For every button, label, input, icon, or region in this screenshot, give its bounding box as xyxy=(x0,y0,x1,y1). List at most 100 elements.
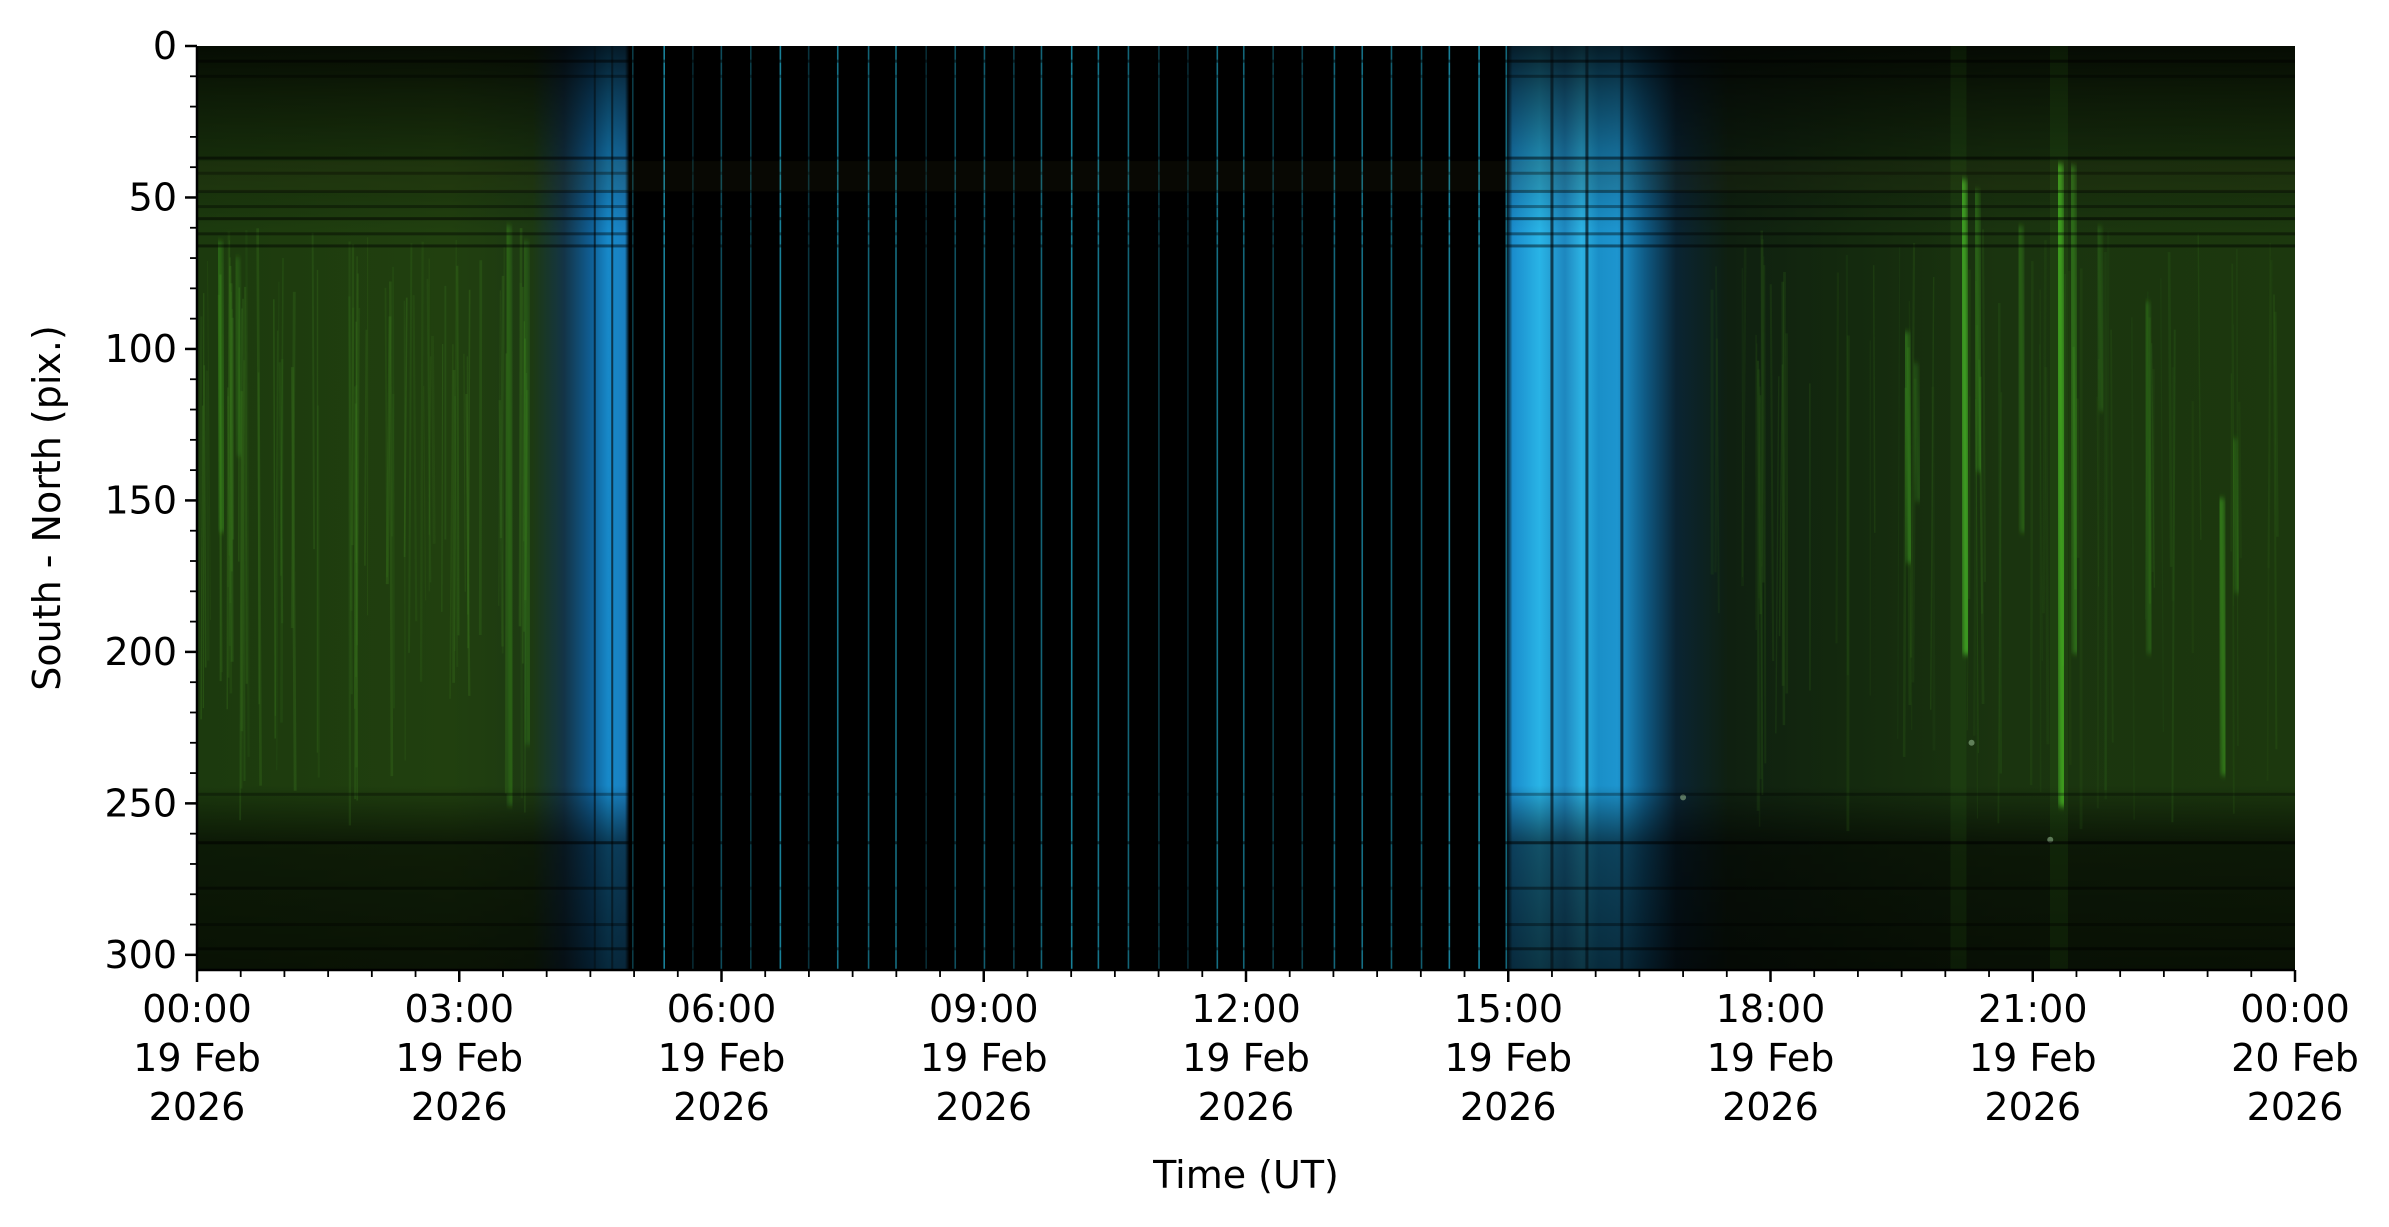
x-tick-label: 18:00 xyxy=(1716,987,1826,1031)
x-tick-label: 19 Feb xyxy=(658,1036,786,1080)
texture-streak xyxy=(518,228,523,627)
texture-streak xyxy=(227,396,232,604)
texture-streak xyxy=(1755,343,1761,827)
texture-streak xyxy=(2068,270,2072,765)
texture-streak xyxy=(2167,252,2173,567)
horizontal-band-light xyxy=(197,161,2295,192)
texture-streak xyxy=(2039,344,2043,661)
texture-streak xyxy=(227,231,233,694)
texture-streak xyxy=(229,266,233,572)
aurora-streak xyxy=(2017,225,2027,534)
y-axis: 0 50 100 150 200 250 300 xyxy=(104,24,197,977)
texture-streak xyxy=(356,307,361,646)
texture-streak xyxy=(280,359,284,723)
texture-streak xyxy=(428,356,432,535)
x-tick-label: 19 Feb xyxy=(1707,1036,1835,1080)
texture-streak xyxy=(385,316,392,585)
horizontal-band xyxy=(197,886,2295,890)
twilight-gap xyxy=(593,46,596,970)
texture-streak xyxy=(228,291,233,556)
x-axis-label: Time (UT) xyxy=(1152,1153,1339,1197)
texture-streak xyxy=(467,289,471,649)
y-tick-label: 300 xyxy=(104,933,177,977)
texture-streak xyxy=(242,298,246,781)
texture-streak xyxy=(2231,263,2235,814)
x-tick-label: 2026 xyxy=(1722,1085,1819,1129)
texture-streak xyxy=(229,283,234,662)
twilight-gap xyxy=(611,46,614,970)
texture-streak xyxy=(454,395,459,668)
horizontal-band xyxy=(197,923,2295,927)
texture-streak xyxy=(2110,329,2114,743)
x-tick-label: 00:00 xyxy=(2240,987,2350,1031)
texture-streak xyxy=(2236,249,2239,746)
texture-streak xyxy=(403,297,408,558)
x-tick-label: 2026 xyxy=(2247,1085,2344,1129)
texture-streak xyxy=(203,365,207,668)
texture-streak xyxy=(1972,325,1978,736)
texture-streak xyxy=(226,387,229,710)
texture-streak xyxy=(363,329,368,566)
texture-streak xyxy=(2273,311,2279,537)
texture-streak xyxy=(1975,399,1979,754)
texture-streak xyxy=(355,273,359,768)
x-tick-label: 12:00 xyxy=(1191,987,1301,1031)
keogram-image xyxy=(197,46,2295,970)
x-tick-label: 2026 xyxy=(935,1085,1032,1129)
x-tick-label: 15:00 xyxy=(1453,987,1563,1031)
texture-streak xyxy=(1872,265,1876,533)
texture-streak xyxy=(1845,254,1849,676)
texture-streak xyxy=(355,256,358,678)
x-tick-label: 2026 xyxy=(1460,1085,1557,1129)
aurora-streak xyxy=(504,224,515,807)
horizontal-band xyxy=(197,244,2295,248)
aurora-streak xyxy=(522,240,532,746)
texture-streak xyxy=(1775,376,1780,734)
texture-streak xyxy=(354,403,357,800)
x-tick-label: 2026 xyxy=(1984,1085,2081,1129)
aurora-streak xyxy=(234,256,242,457)
x-tick-label: 09:00 xyxy=(929,987,1039,1031)
aurora-streak xyxy=(2054,163,2067,808)
texture-streak xyxy=(1759,395,1764,796)
x-tick-label: 00:00 xyxy=(142,987,252,1031)
texture-streak xyxy=(498,400,504,647)
texture-streak xyxy=(273,299,276,739)
texture-streak xyxy=(2151,369,2155,572)
texture-streak xyxy=(1781,271,1786,686)
horizontal-band xyxy=(197,205,2295,209)
texture-streak xyxy=(280,257,284,576)
texture-streak xyxy=(290,291,296,628)
texture-streak xyxy=(426,278,432,583)
texture-streak xyxy=(465,394,471,696)
texture-streak xyxy=(2267,260,2273,569)
texture-streak xyxy=(2029,261,2034,786)
x-tick-label: 2026 xyxy=(149,1085,246,1129)
texture-streak xyxy=(1910,243,1916,658)
x-tick-label: 2026 xyxy=(1198,1085,1295,1129)
texture-streak xyxy=(2104,231,2110,800)
texture-streak xyxy=(2237,401,2242,559)
horizontal-band xyxy=(197,189,2295,193)
texture-streak xyxy=(2130,317,2136,820)
keogram-horizontal-bands xyxy=(197,59,2295,951)
texture-streak xyxy=(245,230,250,757)
twilight-gap xyxy=(1585,46,1589,970)
horizontal-band xyxy=(197,217,2295,221)
star-speck xyxy=(1968,739,1975,746)
texture-streak xyxy=(1981,229,1987,582)
texture-streak xyxy=(463,353,466,592)
texture-streak xyxy=(227,240,230,588)
texture-streak xyxy=(1835,272,1840,644)
texture-streak xyxy=(2044,367,2050,745)
horizontal-band xyxy=(197,59,2295,63)
texture-streak xyxy=(350,307,355,611)
texture-streak xyxy=(449,344,454,699)
texture-streak xyxy=(454,239,457,652)
texture-streak xyxy=(1997,302,2003,774)
x-tick-label: 19 Feb xyxy=(920,1036,1048,1080)
texture-streak xyxy=(412,295,418,622)
texture-streak xyxy=(390,393,395,537)
texture-streak xyxy=(1975,280,1979,819)
texture-streak xyxy=(197,316,203,670)
